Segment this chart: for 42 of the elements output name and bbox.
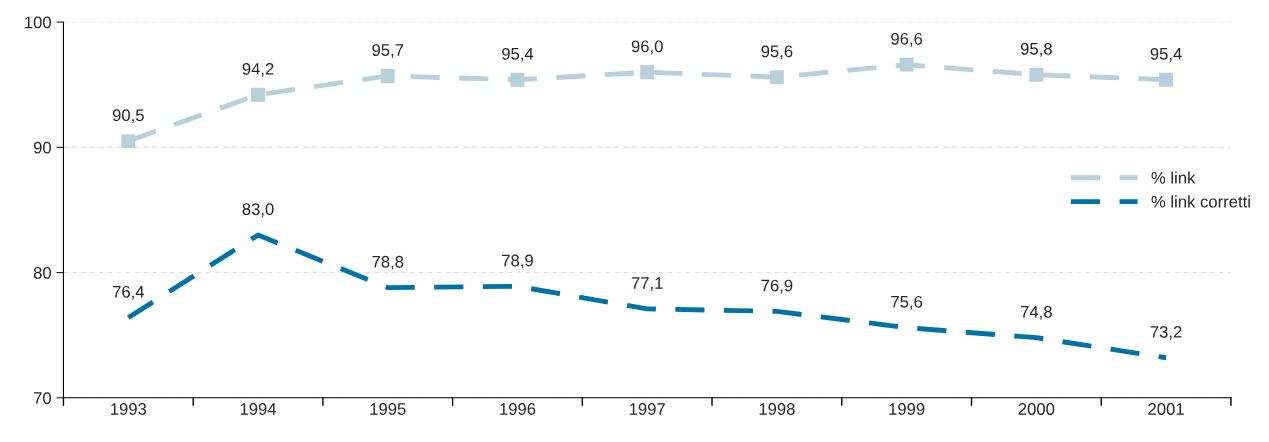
data-label: 96,6 [891, 32, 923, 47]
data-label: 90,5 [112, 109, 144, 124]
data-label: 95,8 [1020, 42, 1052, 57]
data-label: 76,4 [112, 285, 145, 300]
legend-label: % link [1151, 171, 1196, 184]
data-label: 96,0 [631, 40, 663, 55]
data-label: 75,6 [891, 295, 923, 310]
data-label: 74,8 [1020, 305, 1052, 320]
point [640, 65, 655, 80]
point [899, 57, 914, 72]
x-tick-label: 1999 [889, 403, 925, 415]
x-tick-label: 1995 [370, 403, 406, 415]
point [1159, 72, 1174, 87]
x-tick-label: 1996 [500, 403, 536, 415]
point [1029, 67, 1044, 82]
x-tick-label: 1993 [111, 403, 147, 415]
data-label: 78,9 [502, 254, 533, 269]
x-tick-label: 2001 [1148, 403, 1184, 415]
data-label: 95,4 [1150, 47, 1182, 62]
x-tick-label: 1998 [759, 403, 795, 415]
data-label: 95,7 [372, 44, 404, 58]
data-label: 83,0 [242, 203, 274, 217]
point [769, 70, 784, 85]
point [121, 134, 136, 149]
x-tick-label: 1994 [240, 403, 277, 415]
data-label: 73,2 [1150, 325, 1182, 340]
y-tick-label: 80 [33, 266, 51, 279]
data-label: 95,4 [502, 47, 534, 62]
point [251, 87, 265, 102]
point [380, 69, 395, 83]
data-label: 94,2 [242, 62, 274, 77]
y-tick-label: 70 [33, 392, 51, 404]
data-label: 95,6 [761, 45, 793, 60]
data-label: 78,8 [372, 255, 404, 270]
y-tick-label: 100 [25, 16, 51, 29]
data-label: 76,9 [761, 279, 793, 294]
x-tick-label: 1997 [629, 403, 665, 415]
x-tick-label: 2000 [1018, 403, 1055, 415]
y-tick-label: 90 [33, 141, 51, 154]
legend-label: % link corretti [1151, 195, 1250, 208]
data-label: 77,1 [631, 277, 663, 291]
point [510, 72, 525, 87]
